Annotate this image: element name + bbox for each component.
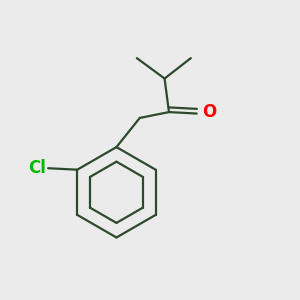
Text: O: O bbox=[202, 103, 216, 121]
Text: Cl: Cl bbox=[28, 159, 46, 177]
